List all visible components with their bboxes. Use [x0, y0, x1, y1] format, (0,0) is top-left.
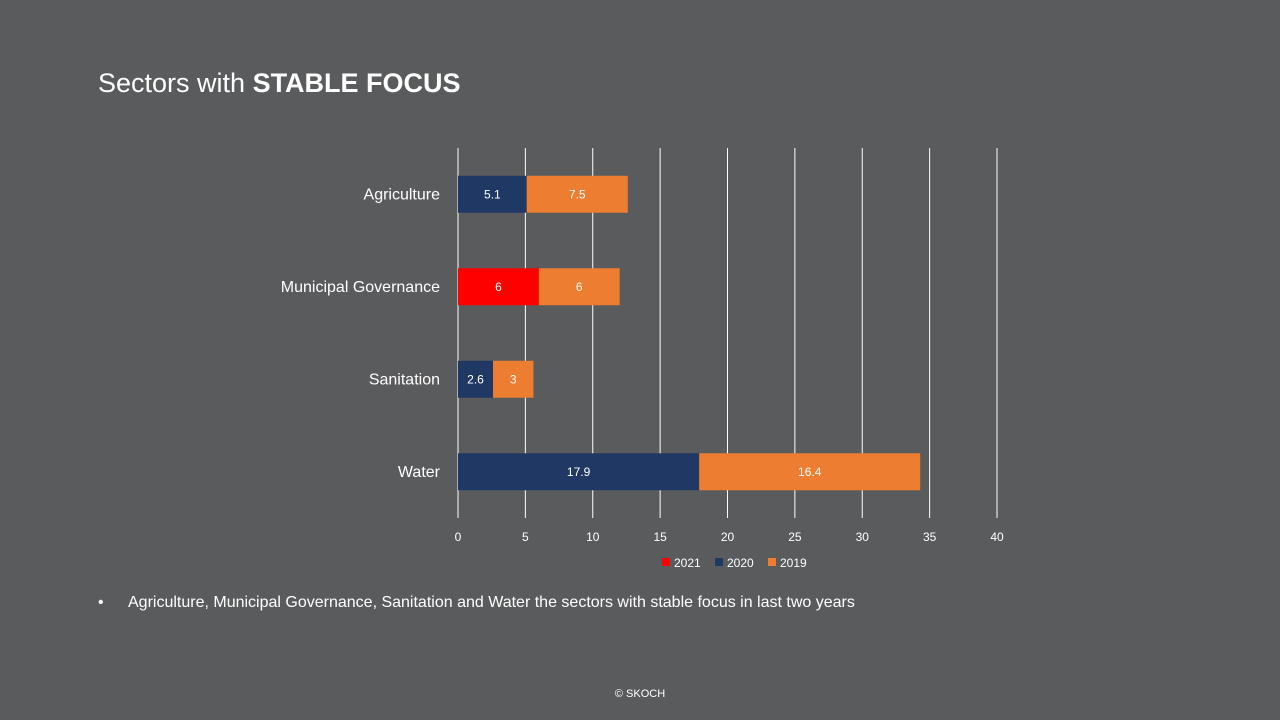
category-label: Agriculture	[364, 186, 441, 203]
title-bold: STABLE FOCUS	[252, 68, 461, 98]
x-tick-label: 15	[653, 530, 667, 544]
category-label: Water	[398, 464, 441, 481]
bullet-dot: •	[98, 594, 104, 611]
slide-title: Sectors with STABLE FOCUS	[98, 68, 461, 99]
x-tick-label: 30	[856, 530, 870, 544]
data-label: 16.4	[798, 465, 822, 479]
data-label: 6	[495, 280, 502, 294]
bar-segment	[526, 175, 628, 213]
data-label: 6	[576, 280, 583, 294]
x-tick-label: 35	[923, 530, 937, 544]
data-label: 17.9	[567, 465, 591, 479]
bar-segment	[699, 453, 921, 491]
x-tick-label: 20	[721, 530, 735, 544]
bullet-text: Agriculture, Municipal Governance, Sanit…	[128, 594, 855, 611]
x-tick-label: 10	[586, 530, 600, 544]
bar-segment	[538, 268, 620, 306]
x-tick-label: 5	[522, 530, 529, 544]
bar-segment	[458, 360, 494, 398]
legend-swatch	[768, 558, 776, 566]
legend-swatch	[715, 558, 723, 566]
data-label: 3	[510, 372, 517, 386]
legend-label: 2020	[727, 556, 754, 570]
bar-segment	[458, 268, 539, 306]
legend-label: 2021	[674, 556, 701, 570]
x-tick-label: 40	[990, 530, 1004, 544]
copyright-text: © SKOCH	[614, 688, 666, 700]
x-tick-label: 25	[788, 530, 802, 544]
bar-segment	[493, 360, 534, 398]
category-label: Sanitation	[369, 371, 440, 388]
data-label: 2.6	[467, 372, 484, 386]
data-label: 7.5	[569, 187, 586, 201]
category-label: Municipal Governance	[281, 279, 440, 296]
legend-label: 2019	[780, 556, 807, 570]
legend-swatch	[662, 558, 670, 566]
bar-segment	[458, 175, 527, 213]
data-label: 5.1	[484, 187, 501, 201]
title-regular: Sectors with	[98, 68, 253, 98]
bar-segment	[458, 453, 700, 491]
x-tick-label: 0	[455, 530, 462, 544]
